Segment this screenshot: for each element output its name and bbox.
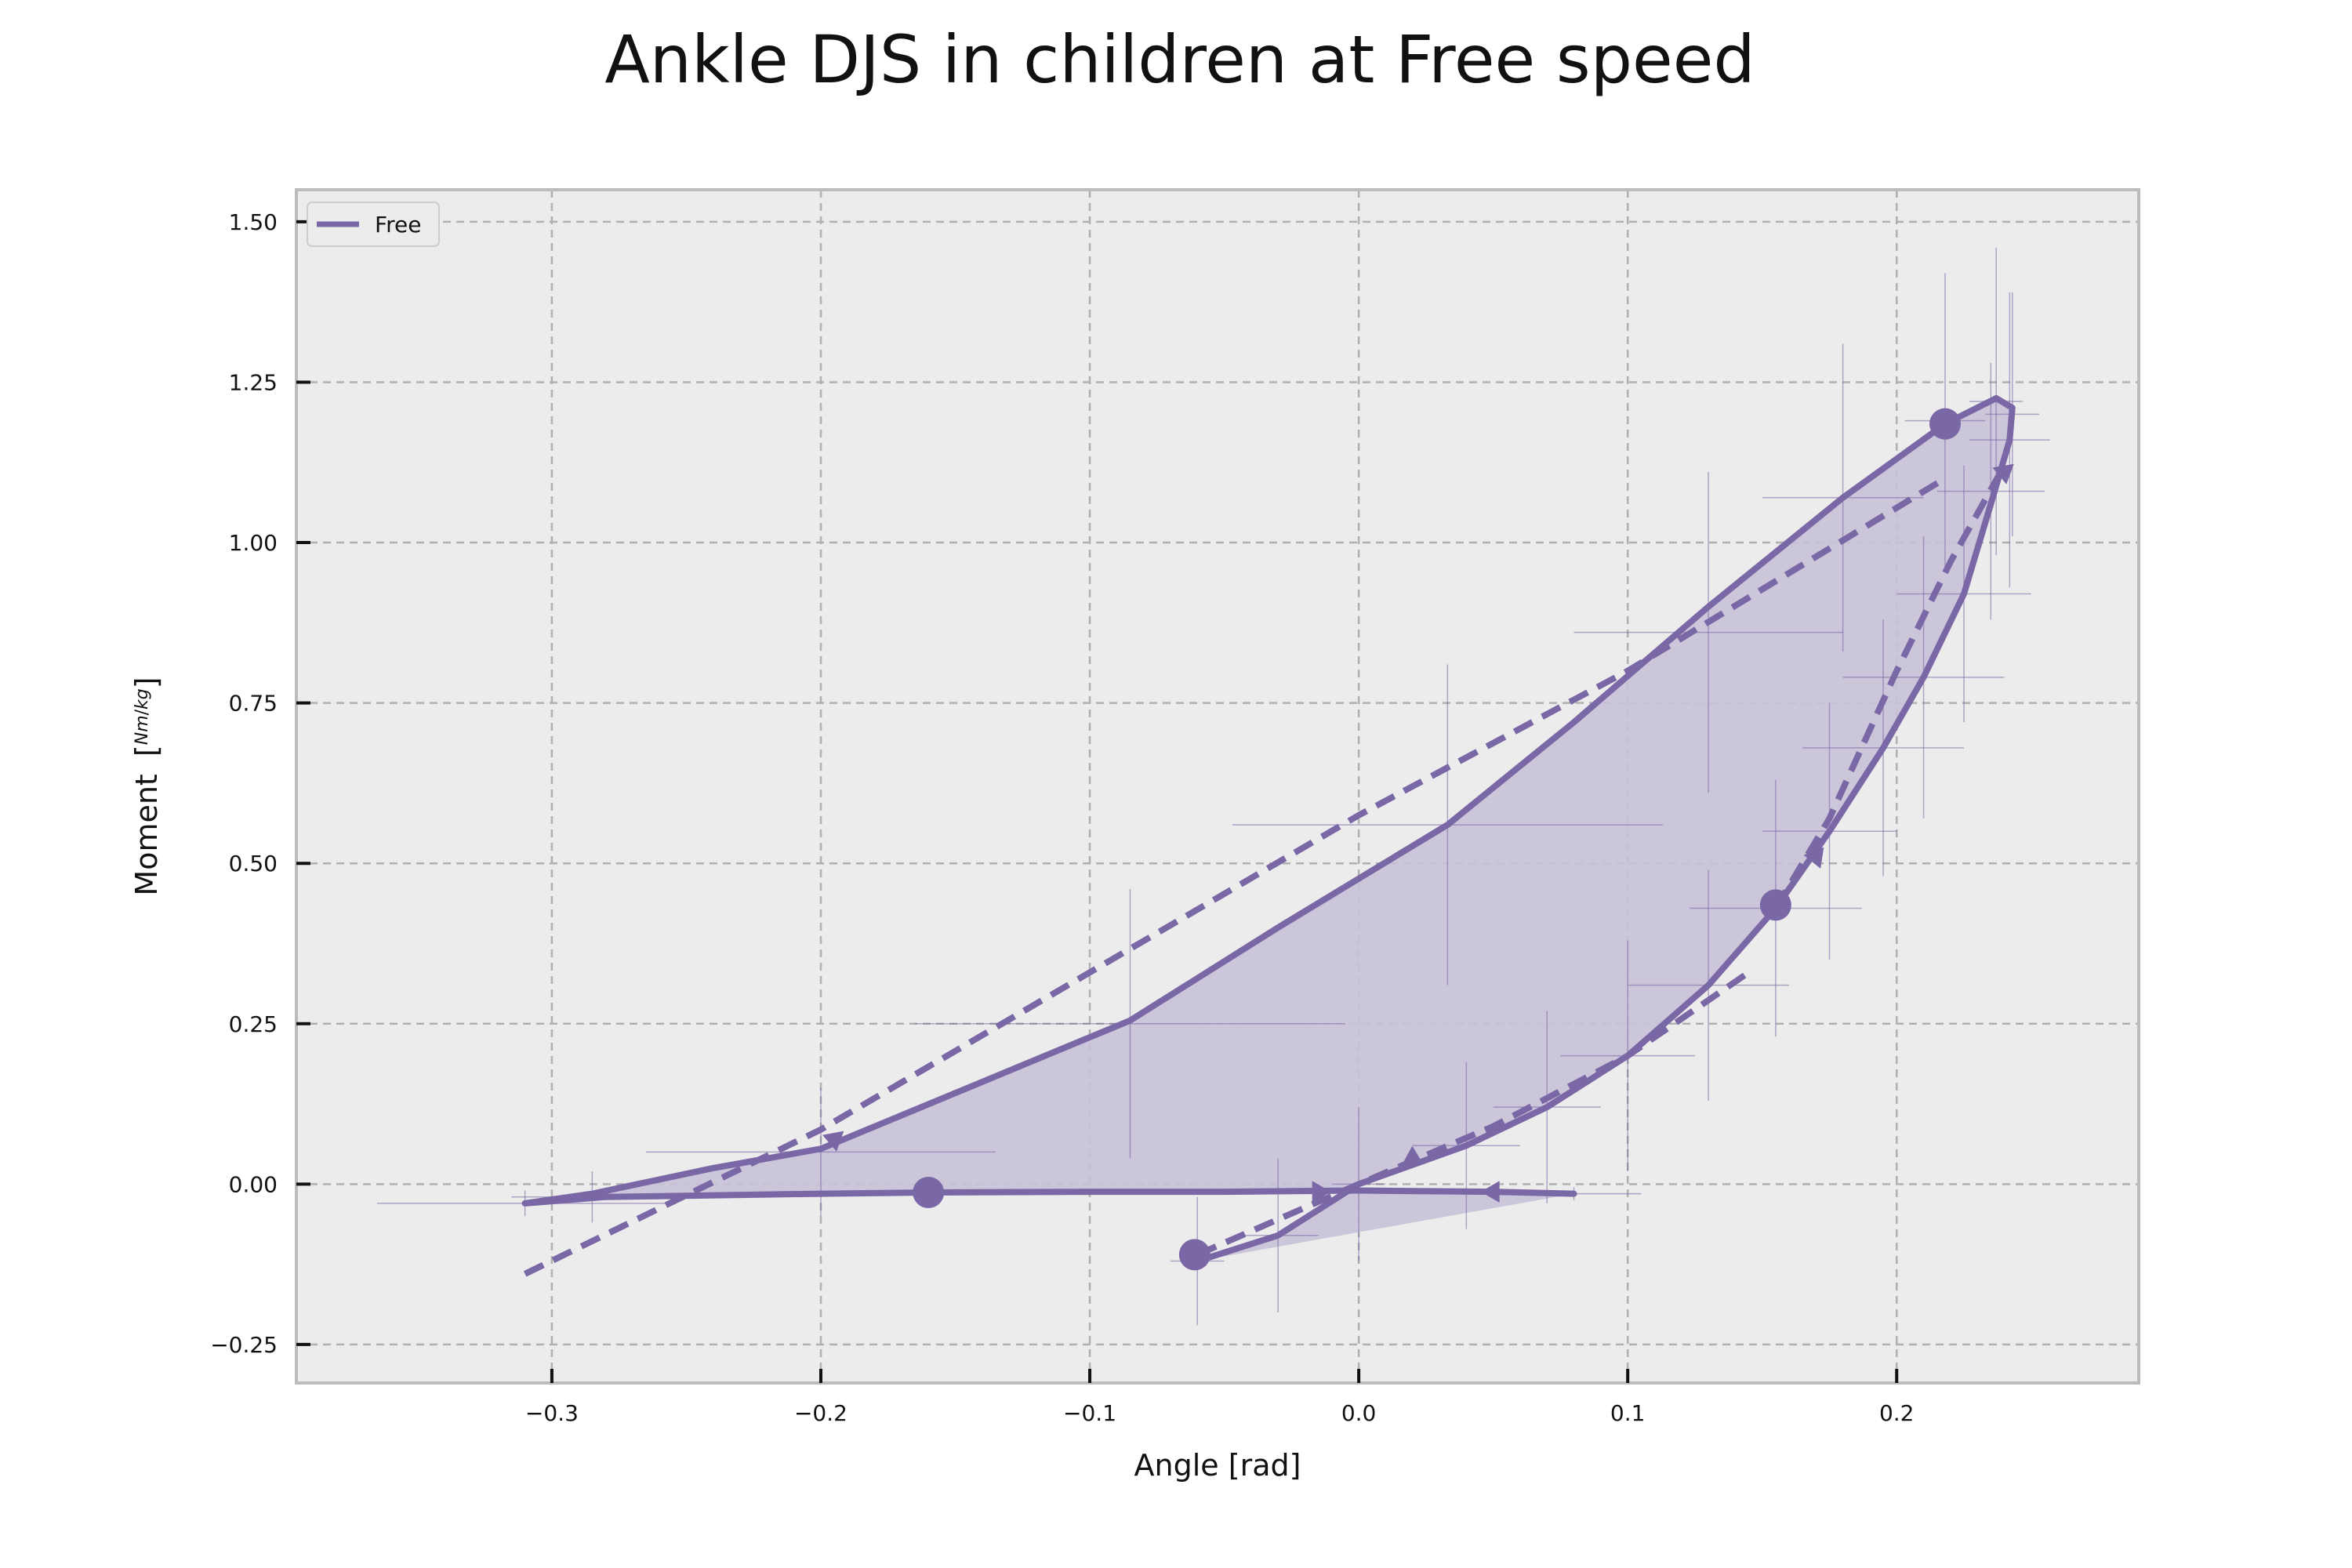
y-axis-label: Moment [Nm/kg]: [129, 677, 164, 895]
x-tick-label-1: −0.2: [794, 1400, 848, 1426]
phase-marker-0: [913, 1176, 945, 1208]
y-tick-label-7: 1.50: [229, 209, 278, 235]
series-lines: [521, 394, 2016, 1265]
plot-frame: [295, 188, 2140, 1385]
legend: Free: [307, 201, 440, 247]
legend-label-free: Free: [375, 212, 421, 238]
phase-marker-1: [1178, 1239, 1210, 1271]
x-tick-label-0: −0.3: [525, 1400, 579, 1426]
dashed-fit-line-1: [1773, 463, 2007, 910]
x-axis-label: Angle [rad]: [1134, 1448, 1301, 1483]
x-axis-ticks: −0.3 −0.2 −0.1 0.0 0.1 0.2: [525, 1369, 1915, 1426]
chart-title: Ankle DJS in children at Free speed: [604, 21, 1755, 98]
direction-arrow-0: [822, 1131, 844, 1152]
y-axis-unit-open-bracket: [: [129, 745, 164, 757]
y-tick-label-1: 0.00: [229, 1171, 278, 1197]
dashed-fit-lines: [523, 463, 2007, 1277]
x-tick-label-5: 0.2: [1879, 1400, 1915, 1426]
x-tick-label-2: −0.1: [1063, 1400, 1116, 1426]
y-axis-unit-numerator: Nm: [132, 715, 152, 745]
legend-box: [307, 201, 440, 247]
y-tick-label-0: −0.25: [210, 1332, 278, 1358]
x-tick-label-3: 0.0: [1341, 1400, 1377, 1426]
y-tick-label-2: 0.25: [229, 1011, 278, 1037]
direction-arrow-5: [1992, 463, 2014, 485]
direction-arrow-3: [1402, 1145, 1424, 1165]
y-axis-label-text: Moment: [129, 774, 164, 895]
phase-markers: [913, 408, 1961, 1271]
direction-arrow-2: [1480, 1181, 1500, 1203]
direction-arrow-4: [1803, 847, 1824, 869]
dashed-fit-line-2: [523, 475, 1947, 1277]
y-axis-unit-denominator: kg: [132, 688, 152, 710]
y-tick-label-6: 1.25: [229, 369, 278, 395]
direction-arrows: [822, 463, 2014, 1203]
dashed-fit-line-0: [1196, 970, 1751, 1258]
y-axis-unit-close-bracket: ]: [129, 677, 164, 688]
y-axis-label-group: Moment [Nm/kg]: [129, 677, 164, 895]
phase-marker-3: [1929, 408, 1961, 440]
direction-arrow-1: [1312, 1181, 1331, 1203]
y-tick-label-5: 1.00: [229, 530, 278, 556]
x-tick-label-4: 0.1: [1610, 1400, 1646, 1426]
y-tick-label-4: 0.75: [229, 691, 278, 717]
y-axis-ticks: −0.25 0.00 0.25 0.50 0.75 1.00 1.25 1.50: [210, 209, 310, 1358]
y-axis-unit-slash: /: [132, 709, 152, 715]
phase-marker-2: [1759, 889, 1791, 921]
y-tick-label-3: 0.50: [229, 851, 278, 877]
plot-area: [296, 190, 2139, 1383]
series-line-0: [521, 394, 2016, 1265]
